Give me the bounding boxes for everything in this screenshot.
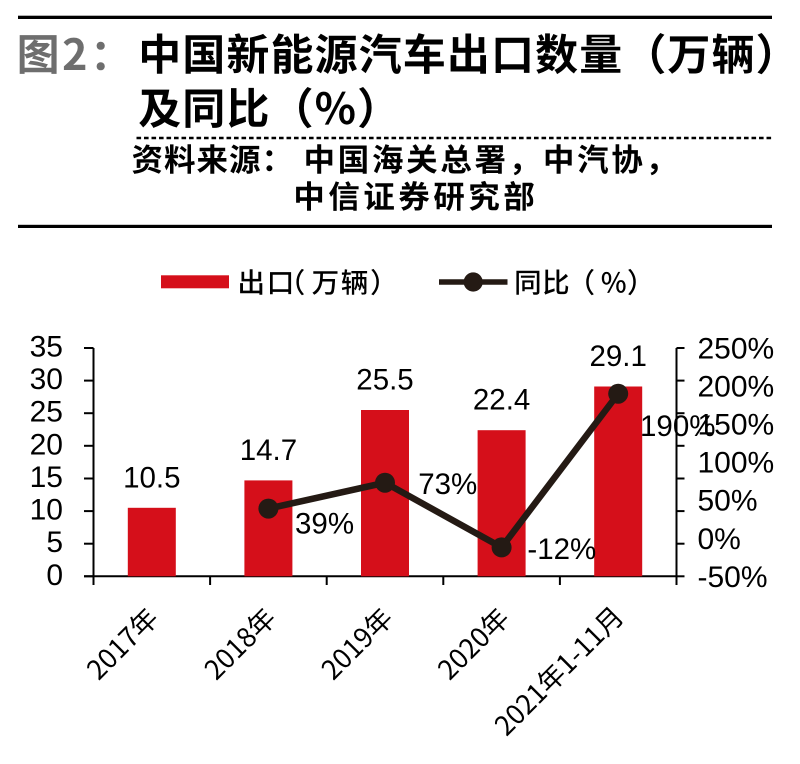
svg-text:25: 25 <box>30 396 63 429</box>
svg-text:29.1: 29.1 <box>589 340 646 373</box>
svg-text:0%: 0% <box>698 523 741 556</box>
svg-text:50%: 50% <box>698 485 758 518</box>
svg-text:200%: 200% <box>698 371 775 404</box>
svg-text:10: 10 <box>30 494 63 527</box>
svg-text:14.7: 14.7 <box>240 434 297 467</box>
svg-text:-50%: -50% <box>698 561 768 594</box>
svg-text:25.5: 25.5 <box>356 364 413 397</box>
svg-text:-12%: -12% <box>527 533 596 566</box>
svg-text:20: 20 <box>30 428 63 461</box>
svg-text:73%: 73% <box>418 468 477 501</box>
svg-text:150%: 150% <box>698 409 775 442</box>
svg-text:190%: 190% <box>640 410 715 443</box>
svg-text:39%: 39% <box>295 508 354 541</box>
svg-text:15: 15 <box>30 461 63 494</box>
svg-text:5: 5 <box>46 526 63 559</box>
svg-text:22.4: 22.4 <box>473 384 530 417</box>
svg-text:35: 35 <box>30 331 63 364</box>
svg-text:10.5: 10.5 <box>123 461 180 494</box>
svg-text:30: 30 <box>30 363 63 396</box>
svg-text:100%: 100% <box>698 447 775 480</box>
svg-text:0: 0 <box>46 559 63 592</box>
svg-text:250%: 250% <box>698 333 775 366</box>
